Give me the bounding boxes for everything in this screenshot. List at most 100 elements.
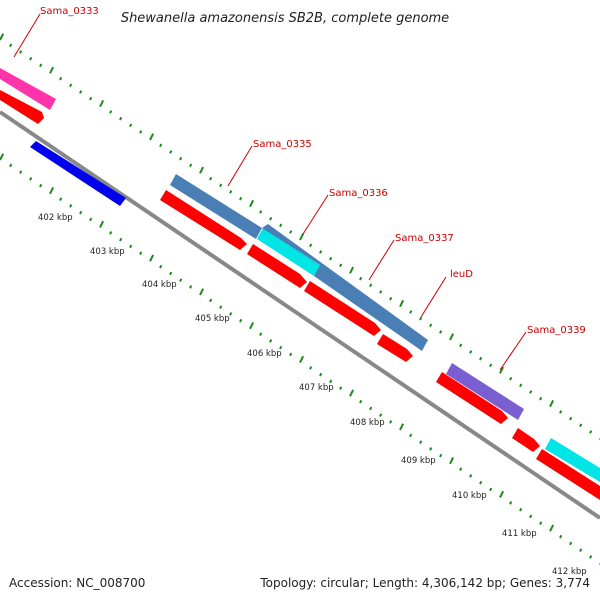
kbp-label: 410 kbp xyxy=(452,491,487,501)
kbp-label: 411 kbp xyxy=(502,529,537,539)
tick-mark xyxy=(159,264,163,269)
tick-mark xyxy=(209,298,213,303)
tick-mark xyxy=(339,386,343,390)
tick-mark xyxy=(29,177,33,181)
tick-mark xyxy=(519,507,523,512)
tick-mark xyxy=(499,366,505,374)
tick-mark xyxy=(399,299,405,308)
tick-mark xyxy=(149,133,155,141)
tick-mark xyxy=(329,379,333,384)
tick-mark xyxy=(39,183,43,188)
tick-mark xyxy=(409,310,413,314)
tick-mark xyxy=(539,396,543,401)
tick-mark xyxy=(449,457,455,465)
tick-mark xyxy=(39,63,43,68)
tick-mark xyxy=(99,99,105,108)
gene-feature-forward[interactable] xyxy=(304,281,381,336)
tick-mark xyxy=(439,330,443,334)
gene-feature-forward[interactable] xyxy=(512,428,540,452)
gene-feature-sama-0336[interactable] xyxy=(257,228,320,276)
gene-feature-forward[interactable] xyxy=(536,449,600,500)
gene-feature-forward[interactable] xyxy=(377,334,413,362)
label-leaders xyxy=(13,13,527,371)
inner-tick-track xyxy=(0,153,600,565)
tick-mark xyxy=(299,355,305,363)
accession-text: Accession: NC_008700 xyxy=(9,576,146,590)
tick-mark xyxy=(389,296,393,301)
tick-mark xyxy=(19,50,23,54)
tick-mark xyxy=(279,223,283,228)
tick-mark xyxy=(439,453,443,458)
tick-mark xyxy=(0,153,5,161)
gene-label-sama-0335: Sama_0335 xyxy=(253,139,312,150)
tick-mark xyxy=(589,430,593,434)
tick-mark xyxy=(279,345,283,350)
tick-mark xyxy=(399,423,405,431)
tick-mark xyxy=(459,343,463,348)
tick-mark xyxy=(509,376,513,381)
tick-mark xyxy=(529,390,533,394)
tick-mark xyxy=(479,480,483,485)
gene-feature-forward[interactable] xyxy=(0,90,44,124)
tick-mark xyxy=(569,541,573,546)
gene-label-sama-0336: Sama_0336 xyxy=(329,188,388,199)
gene-label-sama-0339: Sama_0339 xyxy=(527,325,586,336)
tick-mark xyxy=(249,322,255,330)
tick-mark xyxy=(129,123,133,128)
tick-mark xyxy=(49,66,55,74)
kbp-label: 408 kbp xyxy=(350,418,385,428)
tick-mark xyxy=(349,266,355,274)
gene-feature-forward[interactable] xyxy=(247,244,307,288)
gene-feature-right-cyan[interactable] xyxy=(545,438,600,482)
tick-mark xyxy=(459,467,463,471)
tick-mark xyxy=(169,271,173,276)
tick-mark xyxy=(0,33,5,41)
tick-mark xyxy=(99,220,105,228)
gene-feature-reverse[interactable] xyxy=(30,141,126,206)
kbp-label: 402 kbp xyxy=(38,213,73,223)
tick-mark xyxy=(519,383,523,388)
tick-mark xyxy=(359,399,363,404)
gene-feature-sama-0333[interactable] xyxy=(0,68,56,110)
tick-mark xyxy=(9,43,13,48)
tick-mark xyxy=(129,244,133,249)
kbp-label: 409 kbp xyxy=(401,456,436,466)
gene-feature-sama-0337[interactable] xyxy=(262,224,428,351)
gene-feature-sama-0335[interactable] xyxy=(170,174,262,239)
tick-mark xyxy=(199,288,205,296)
tick-mark xyxy=(569,416,573,421)
tick-mark xyxy=(59,197,63,201)
tick-mark xyxy=(409,433,413,438)
gene-feature-forward[interactable] xyxy=(160,190,247,250)
tick-mark xyxy=(559,410,563,414)
kbp-label: 407 kbp xyxy=(299,383,334,393)
tick-mark xyxy=(219,183,223,188)
tick-mark xyxy=(119,116,123,121)
tick-mark xyxy=(549,399,555,408)
tick-mark xyxy=(169,150,173,154)
kbp-label: 405 kbp xyxy=(195,314,230,324)
tick-mark xyxy=(419,316,423,321)
tick-mark xyxy=(139,251,143,255)
tick-mark xyxy=(59,76,63,81)
gene-feature-forward[interactable] xyxy=(436,372,508,424)
tick-mark xyxy=(259,210,263,214)
tick-mark xyxy=(199,166,205,174)
tick-mark xyxy=(89,217,93,222)
tick-mark xyxy=(9,163,13,168)
tick-mark xyxy=(469,474,473,478)
tick-mark xyxy=(179,278,183,282)
tick-mark xyxy=(149,254,155,262)
tick-mark xyxy=(539,521,543,525)
tick-mark xyxy=(289,230,293,234)
topology-summary: Topology: circular; Length: 4,306,142 bp… xyxy=(260,576,590,590)
gene-feature-sama-0339[interactable] xyxy=(446,363,524,420)
kbp-label: 412 kbp xyxy=(552,567,587,577)
tick-mark xyxy=(389,420,393,424)
tick-mark xyxy=(429,323,433,328)
tick-mark xyxy=(449,333,455,341)
tick-mark xyxy=(239,318,243,323)
tick-mark xyxy=(19,170,23,174)
tick-mark xyxy=(479,356,483,361)
